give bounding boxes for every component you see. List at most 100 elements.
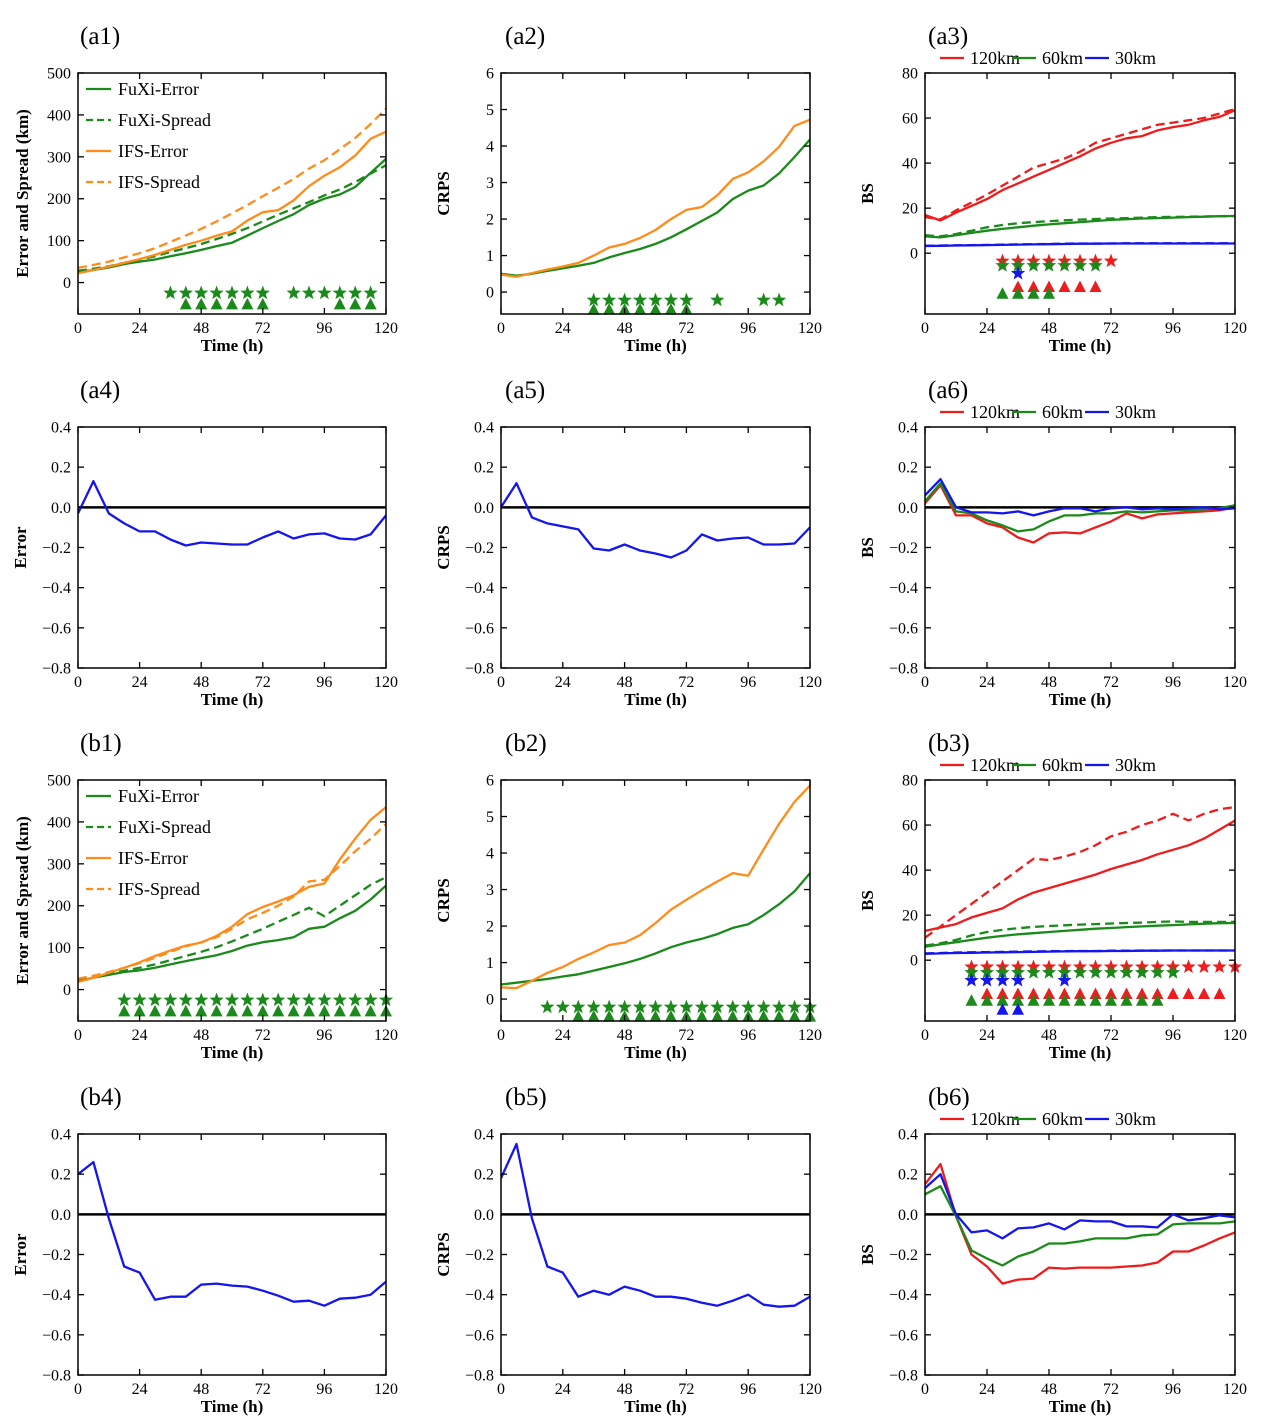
significance-star-marker bbox=[1041, 965, 1057, 979]
y-tick-label: 0 bbox=[910, 246, 918, 263]
significance-star-marker bbox=[301, 992, 317, 1007]
significance-star-marker bbox=[1072, 258, 1088, 272]
panel-label: (a2) bbox=[505, 23, 545, 50]
y-tick-label: −0.6 bbox=[42, 620, 71, 637]
x-axis-label: Time (h) bbox=[1049, 1043, 1112, 1062]
significance-triangle-marker bbox=[195, 297, 208, 310]
legend-entry-label: 30km bbox=[1115, 755, 1156, 775]
y-tick-label: 0.2 bbox=[51, 1167, 71, 1184]
significance-triangle-marker bbox=[1058, 280, 1071, 292]
y-axis-label: Error and Spread (km) bbox=[13, 109, 32, 278]
y-tick-label: −0.6 bbox=[465, 620, 494, 637]
y-tick-label: 20 bbox=[902, 201, 918, 218]
significance-triangle-marker bbox=[587, 1010, 600, 1022]
x-tick-label: 24 bbox=[132, 1027, 148, 1044]
x-tick-label: 120 bbox=[374, 320, 398, 337]
significance-triangle-marker bbox=[981, 994, 993, 1006]
x-tick-label: 24 bbox=[979, 1027, 995, 1044]
y-tick-label: 20 bbox=[902, 908, 918, 925]
x-tick-label: 120 bbox=[374, 1381, 398, 1398]
panel-label: (a3) bbox=[928, 23, 968, 50]
x-axis-label: Time (h) bbox=[201, 1397, 264, 1416]
x-tick-label: 0 bbox=[74, 1027, 82, 1044]
significance-star-marker bbox=[1088, 965, 1103, 979]
significance-triangle-marker bbox=[1089, 987, 1102, 999]
panel-label: (a4) bbox=[80, 377, 120, 404]
x-tick-label: 72 bbox=[678, 1381, 694, 1398]
significance-triangle-marker bbox=[1089, 994, 1102, 1006]
significance-triangle-marker bbox=[256, 297, 269, 310]
significance-star-marker bbox=[163, 285, 178, 300]
significance-triangle-marker bbox=[996, 1003, 1009, 1015]
significance-triangle-marker bbox=[241, 297, 254, 310]
series-line-series-5-dashed bbox=[925, 242, 1235, 247]
series-line-series-0 bbox=[501, 1142, 810, 1308]
y-tick-label: 200 bbox=[47, 898, 71, 915]
significance-star-marker bbox=[224, 285, 240, 300]
significance-triangle-marker bbox=[349, 297, 362, 310]
significance-star-marker bbox=[240, 992, 255, 1007]
x-tick-label: 0 bbox=[921, 674, 929, 691]
significance-star-marker bbox=[617, 292, 632, 307]
legend-entry-label: 120km bbox=[970, 402, 1020, 422]
significance-star-marker bbox=[540, 999, 555, 1014]
x-axis-label: Time (h) bbox=[201, 336, 264, 355]
panel-a3: (a3) 0 24 48 72 96 120 0 20 40 60 80 Time (h) BS 120km… bbox=[858, 23, 1247, 355]
significance-star-marker bbox=[710, 292, 725, 307]
significance-triangle-marker bbox=[1027, 994, 1040, 1006]
legend-entry-label: IFS-Spread bbox=[118, 879, 200, 899]
y-tick-label: −0.6 bbox=[889, 1327, 918, 1344]
y-tick-label: 0.4 bbox=[898, 1127, 918, 1144]
series-line-series-0 bbox=[78, 1160, 386, 1307]
x-tick-label: 96 bbox=[316, 1381, 332, 1398]
series-line-series-0 bbox=[501, 872, 810, 986]
series-line-series-3-dashed bbox=[925, 214, 1235, 238]
significance-triangle-marker bbox=[996, 287, 1009, 299]
significance-star-marker bbox=[1057, 972, 1072, 987]
x-tick-label: 24 bbox=[132, 320, 148, 337]
x-tick-label: 0 bbox=[74, 320, 82, 337]
x-axis-label: Time (h) bbox=[1049, 690, 1112, 709]
x-tick-label: 120 bbox=[1223, 1027, 1247, 1044]
significance-star-marker bbox=[771, 999, 787, 1014]
x-tick-label: 96 bbox=[740, 674, 756, 691]
y-tick-label: 0 bbox=[486, 285, 494, 302]
significance-star-marker bbox=[964, 972, 979, 987]
significance-triangle-marker bbox=[572, 1010, 585, 1022]
y-tick-label: −0.8 bbox=[889, 661, 918, 678]
significance-star-marker bbox=[194, 992, 209, 1007]
series-line-ifs-spread-dashed bbox=[78, 107, 386, 270]
panel-b6: (b6) 0 24 48 72 96 120 −0.8 −0.6 −0.4 −0.2 0.0 0.2 0.… bbox=[858, 1084, 1247, 1416]
legend-entry-label: 60km bbox=[1042, 755, 1083, 775]
x-tick-label: 120 bbox=[798, 1027, 822, 1044]
series-line-120km bbox=[925, 484, 1235, 544]
panel-a2: (a2) 0 24 48 72 96 120 0 1 2 3 4 5 6 Time (h) CRPS bbox=[434, 23, 822, 355]
significance-star-marker bbox=[995, 258, 1010, 272]
x-tick-label: 72 bbox=[678, 320, 694, 337]
significance-star-marker bbox=[679, 292, 694, 307]
y-tick-label: 6 bbox=[486, 66, 494, 83]
series-line-fuxi-error bbox=[78, 158, 386, 274]
x-tick-label: 0 bbox=[74, 1381, 82, 1398]
y-tick-label: 0.4 bbox=[898, 420, 918, 437]
series-line-ifs-error bbox=[78, 130, 386, 275]
plot-frame bbox=[77, 1133, 387, 1376]
x-tick-label: 120 bbox=[1223, 674, 1247, 691]
significance-triangle-marker bbox=[349, 1004, 362, 1017]
x-tick-label: 24 bbox=[979, 674, 995, 691]
significance-triangle-marker bbox=[757, 1010, 770, 1022]
significance-triangle-marker bbox=[333, 297, 346, 310]
significance-triangle-marker bbox=[1136, 987, 1148, 999]
significance-star-marker bbox=[586, 999, 601, 1014]
significance-triangle-marker bbox=[256, 1004, 269, 1017]
x-tick-label: 72 bbox=[678, 1027, 694, 1044]
series-line-series-0 bbox=[501, 138, 810, 277]
panel-label: (b1) bbox=[80, 730, 122, 757]
series-group bbox=[78, 480, 386, 547]
significance-star-marker bbox=[301, 285, 317, 300]
x-tick-label: 120 bbox=[1223, 1381, 1247, 1398]
x-tick-label: 48 bbox=[617, 1027, 633, 1044]
significance-star-marker bbox=[979, 972, 995, 987]
significance-triangle-marker bbox=[210, 297, 223, 310]
panel-label: (b3) bbox=[928, 730, 970, 757]
